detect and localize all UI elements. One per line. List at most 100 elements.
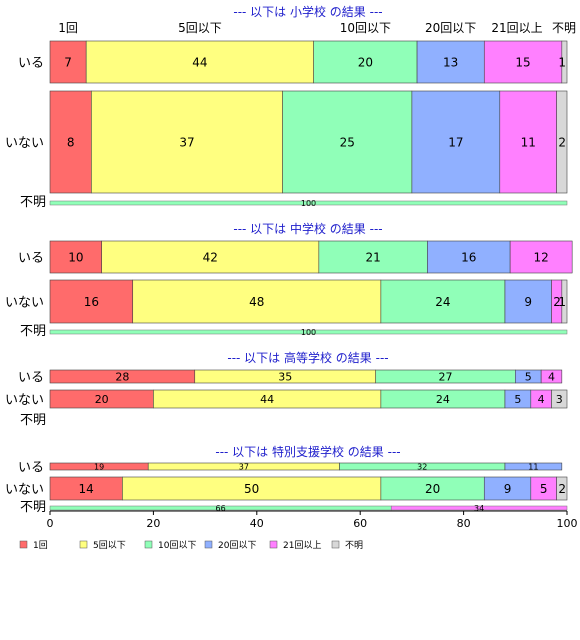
bar-value-label: 3 (556, 393, 563, 406)
bar-value-label: 4 (548, 371, 555, 384)
legend-swatch (204, 540, 213, 549)
legend-label: 10回以下 (158, 540, 196, 551)
unknown-row-label: 不明 (20, 195, 46, 210)
bar-segment (49, 40, 87, 84)
x-tick-label: 100 (557, 517, 578, 530)
bar-segment (416, 40, 485, 84)
bar-value-label: 24 (435, 295, 450, 309)
legend-swatch (269, 540, 278, 549)
legend-label: 5回以下 (93, 540, 126, 551)
section-title: --- 以下は 高等学校 の結果 --- (227, 350, 388, 365)
bar-segment (318, 240, 428, 274)
legend-swatch (19, 540, 28, 549)
bar-value-label: 1 (558, 295, 566, 309)
legend-label: 不明 (345, 540, 363, 551)
unknown-bar-segment (390, 505, 568, 511)
category-header-4: 21回以上 (491, 21, 542, 35)
category-header-1: 5回以下 (178, 21, 222, 35)
bar-value-label: 21 (365, 250, 380, 264)
bar-value-label: 17 (448, 135, 463, 149)
bar-segment (556, 476, 568, 501)
row-label: いる (18, 461, 44, 476)
bar-value-label: 5 (514, 393, 521, 406)
bar-value-label: 5 (540, 482, 548, 496)
bar-value-label: 44 (260, 393, 274, 406)
row-label: いない (5, 393, 44, 408)
bar-value-label: 27 (439, 371, 453, 384)
bar-segment (483, 40, 563, 84)
bar-value-label: 8 (67, 135, 75, 149)
section-title: --- 以下は 小学校 の結果 --- (233, 4, 382, 19)
bar-segment (561, 279, 568, 324)
row-label: いない (5, 483, 44, 498)
legend-label: 21回以上 (283, 540, 321, 551)
bar-value-label: 12 (534, 250, 549, 264)
bar-value-label: 2 (558, 482, 566, 496)
bar-segment (561, 40, 568, 84)
x-tick-label: 20 (146, 517, 160, 530)
bar-value-label: 24 (436, 393, 450, 406)
bar-value-label: 28 (115, 371, 129, 384)
bar-value-label: 16 (461, 250, 476, 264)
bar-segment (551, 389, 568, 409)
row-label: いる (18, 251, 44, 266)
legend-label: 20回以下 (218, 540, 256, 551)
category-header-5: 不明 (552, 21, 576, 35)
bar-value-label: 35 (278, 371, 292, 384)
bar-segment (504, 462, 563, 471)
bar-value-label: 11 (521, 135, 536, 149)
unknown-bar-label: 34 (474, 504, 484, 513)
bar-value-label: 50 (244, 482, 259, 496)
bar-segment (91, 90, 283, 194)
bar-value-label: 20 (358, 55, 373, 69)
bar-value-label: 2 (553, 295, 561, 309)
bar-segment (509, 240, 573, 274)
bar-segment (49, 279, 134, 324)
bar-value-label: 7 (64, 55, 72, 69)
unknown-bar-label: 66 (216, 504, 226, 513)
unknown-bar-segment (49, 329, 568, 335)
unknown-row-label: 不明 (20, 324, 46, 339)
unknown-bar-label: 100 (301, 328, 316, 337)
category-header-2: 10回以下 (340, 21, 391, 35)
bar-value-label: 10 (68, 250, 83, 264)
bar-segment (313, 40, 418, 84)
bar-value-label: 44 (192, 55, 207, 69)
bar-value-label: 15 (515, 55, 530, 69)
bar-value-label: 48 (249, 295, 264, 309)
row-label: いる (18, 371, 44, 386)
x-tick-label: 80 (457, 517, 471, 530)
bar-value-label: 32 (417, 462, 427, 471)
bar-value-label: 9 (524, 295, 532, 309)
unknown-row-label: 不明 (20, 413, 46, 428)
row-label: いない (5, 136, 44, 151)
x-tick-label: 60 (353, 517, 367, 530)
bar-value-label: 37 (239, 462, 249, 471)
bar-value-label: 20 (95, 393, 109, 406)
unknown-bar-label: 100 (301, 199, 316, 208)
bar-segment (49, 240, 103, 274)
x-tick-label: 0 (47, 517, 54, 530)
bar-value-label: 2 (558, 135, 566, 149)
bar-segment (499, 90, 557, 194)
bar-segment (411, 90, 501, 194)
unknown-bar-segment (49, 200, 568, 206)
bar-value-label: 42 (203, 250, 218, 264)
bar-segment (132, 279, 382, 324)
category-header-0: 1回 (58, 21, 78, 35)
bar-value-label: 25 (340, 135, 355, 149)
bar-segment (85, 40, 314, 84)
bar-segment (49, 90, 92, 194)
bar-segment (556, 90, 568, 194)
bar-value-label: 20 (425, 482, 440, 496)
bar-value-label: 14 (79, 482, 94, 496)
bar-segment (504, 279, 552, 324)
legend-swatch (144, 540, 153, 549)
row-label: いない (5, 296, 44, 311)
bar-value-label: 4 (538, 393, 545, 406)
bar-segment (282, 90, 413, 194)
unknown-row-label: 不明 (20, 500, 46, 515)
legend-swatch (79, 540, 88, 549)
